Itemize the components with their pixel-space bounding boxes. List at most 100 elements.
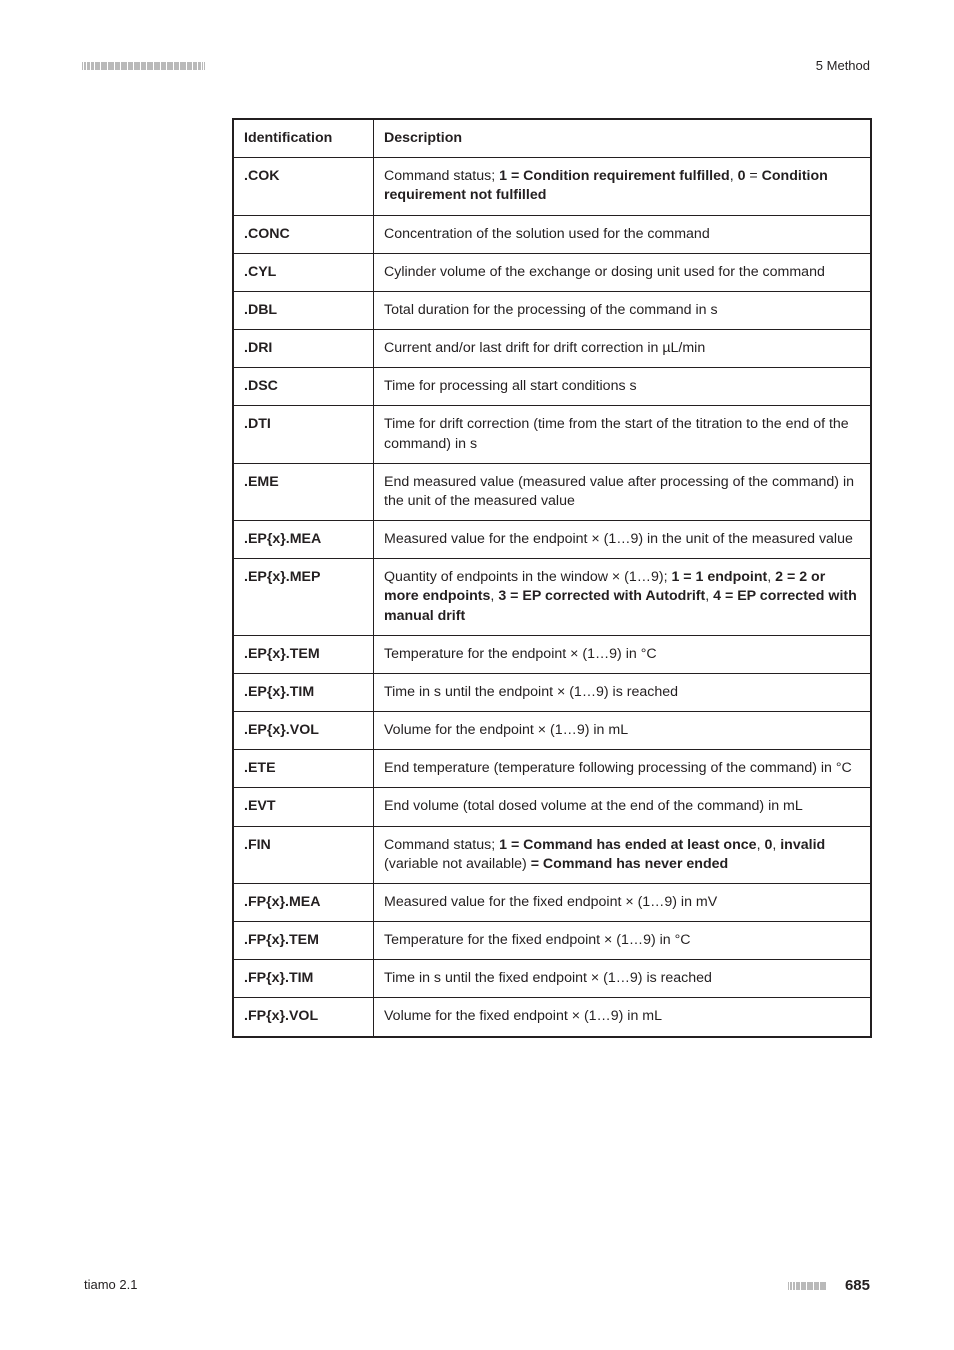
decor-segment	[180, 62, 186, 70]
table-row: .DRICurrent and/or last drift for drift …	[234, 330, 871, 368]
decor-segment	[91, 62, 95, 70]
footer-product: tiamo 2.1	[84, 1277, 137, 1292]
decor-segment	[161, 62, 167, 70]
cell-description: End temperature (temperature following p…	[374, 750, 871, 788]
table-row: .ETEEnd temperature (temperature followi…	[234, 750, 871, 788]
cell-description: Volume for the fixed endpoint × (1…9) in…	[374, 998, 871, 1036]
decor-segment	[793, 1282, 796, 1290]
table-body: .COKCommand status; 1 = Condition requir…	[234, 158, 871, 1036]
decor-segment	[128, 62, 134, 70]
decor-segment	[790, 1282, 792, 1290]
decor-segment	[814, 1282, 820, 1290]
table-row: .EMEEnd measured value (measured value a…	[234, 463, 871, 520]
cell-identification: .FIN	[234, 826, 374, 883]
cell-identification: .CYL	[234, 253, 374, 291]
cell-description: Temperature for the endpoint × (1…9) in …	[374, 635, 871, 673]
cell-description: Total duration for the processing of the…	[374, 291, 871, 329]
decor-segment	[788, 1282, 789, 1290]
header-decor-bar	[82, 62, 205, 70]
table-row: .EP{x}.MEAMeasured value for the endpoin…	[234, 521, 871, 559]
decor-segment	[187, 62, 192, 70]
table-row: .EVTEnd volume (total dosed volume at th…	[234, 788, 871, 826]
cell-identification: .DTI	[234, 406, 374, 463]
cell-identification: .COK	[234, 158, 374, 215]
cell-identification: .CONC	[234, 215, 374, 253]
decor-segment	[167, 62, 173, 70]
cell-identification: .EVT	[234, 788, 374, 826]
decor-segment	[115, 62, 121, 70]
decor-segment	[84, 62, 86, 70]
table-row: .EP{x}.TEMTemperature for the endpoint ×…	[234, 635, 871, 673]
cell-identification: .FP{x}.MEA	[234, 883, 374, 921]
decor-segment	[154, 62, 160, 70]
table-row: .FINCommand status; 1 = Command has ende…	[234, 826, 871, 883]
table-row: .EP{x}.VOLVolume for the endpoint × (1…9…	[234, 712, 871, 750]
table-row: .EP{x}.TIMTime in s until the endpoint ×…	[234, 673, 871, 711]
decor-segment	[801, 1282, 806, 1290]
cell-description: Concentration of the solution used for t…	[374, 215, 871, 253]
decor-segment	[95, 62, 100, 70]
identification-table: Identification Description .COKCommand s…	[232, 118, 872, 1038]
table-row: .DSCTime for processing all start condit…	[234, 368, 871, 406]
decor-segment	[134, 62, 140, 70]
decor-segment	[807, 1282, 813, 1290]
cell-description: Time for processing all start conditions…	[374, 368, 871, 406]
table-row: .DBLTotal duration for the processing of…	[234, 291, 871, 329]
cell-identification: .DSC	[234, 368, 374, 406]
cell-description: Quantity of endpoints in the window × (1…	[374, 559, 871, 636]
header-chapter: 5 Method	[816, 58, 870, 73]
decor-segment	[147, 62, 153, 70]
cell-description: Time in s until the fixed endpoint × (1……	[374, 960, 871, 998]
cell-description: Time for drift correction (time from the…	[374, 406, 871, 463]
decor-segment	[174, 62, 180, 70]
table-row: .CYLCylinder volume of the exchange or d…	[234, 253, 871, 291]
cell-identification: .EP{x}.MEA	[234, 521, 374, 559]
decor-segment	[796, 1282, 800, 1290]
cell-identification: .EP{x}.TEM	[234, 635, 374, 673]
decor-segment	[121, 62, 127, 70]
cell-identification: .FP{x}.TEM	[234, 922, 374, 960]
cell-description: Current and/or last drift for drift corr…	[374, 330, 871, 368]
decor-segment	[101, 62, 107, 70]
cell-identification: .EP{x}.MEP	[234, 559, 374, 636]
table-row: .FP{x}.TIMTime in s until the fixed endp…	[234, 960, 871, 998]
table-row: .EP{x}.MEPQuantity of endpoints in the w…	[234, 559, 871, 636]
col-header-description: Description	[374, 120, 871, 158]
cell-identification: .DRI	[234, 330, 374, 368]
table-row: .FP{x}.TEMTemperature for the fixed endp…	[234, 922, 871, 960]
cell-identification: .DBL	[234, 291, 374, 329]
decor-segment	[141, 62, 147, 70]
cell-identification: .EME	[234, 463, 374, 520]
decor-segment	[204, 62, 205, 70]
cell-identification: .ETE	[234, 750, 374, 788]
cell-description: Measured value for the fixed endpoint × …	[374, 883, 871, 921]
table-row: .FP{x}.MEAMeasured value for the fixed e…	[234, 883, 871, 921]
cell-identification: .EP{x}.VOL	[234, 712, 374, 750]
cell-identification: .EP{x}.TIM	[234, 673, 374, 711]
cell-description: Command status; 1 = Condition requiremen…	[374, 158, 871, 215]
cell-identification: .FP{x}.TIM	[234, 960, 374, 998]
cell-description: Temperature for the fixed endpoint × (1……	[374, 922, 871, 960]
table-row: .COKCommand status; 1 = Condition requir…	[234, 158, 871, 215]
decor-segment	[820, 1282, 826, 1290]
decor-segment	[202, 62, 204, 70]
table-header-row: Identification Description	[234, 120, 871, 158]
decor-segment	[198, 62, 201, 70]
footer-page-number: 685	[845, 1277, 870, 1294]
cell-description: Command status; 1 = Command has ended at…	[374, 826, 871, 883]
cell-description: Volume for the endpoint × (1…9) in mL	[374, 712, 871, 750]
cell-description: Time in s until the endpoint × (1…9) is …	[374, 673, 871, 711]
col-header-identification: Identification	[234, 120, 374, 158]
footer-decor-bar	[788, 1282, 826, 1290]
table-row: .FP{x}.VOLVolume for the fixed endpoint …	[234, 998, 871, 1036]
cell-description: End measured value (measured value after…	[374, 463, 871, 520]
cell-description: Measured value for the endpoint × (1…9) …	[374, 521, 871, 559]
table-row: .CONCConcentration of the solution used …	[234, 215, 871, 253]
cell-description: End volume (total dosed volume at the en…	[374, 788, 871, 826]
decor-segment	[108, 62, 114, 70]
cell-description: Cylinder volume of the exchange or dosin…	[374, 253, 871, 291]
decor-segment	[82, 62, 83, 70]
decor-segment	[193, 62, 197, 70]
cell-identification: .FP{x}.VOL	[234, 998, 374, 1036]
decor-segment	[87, 62, 90, 70]
